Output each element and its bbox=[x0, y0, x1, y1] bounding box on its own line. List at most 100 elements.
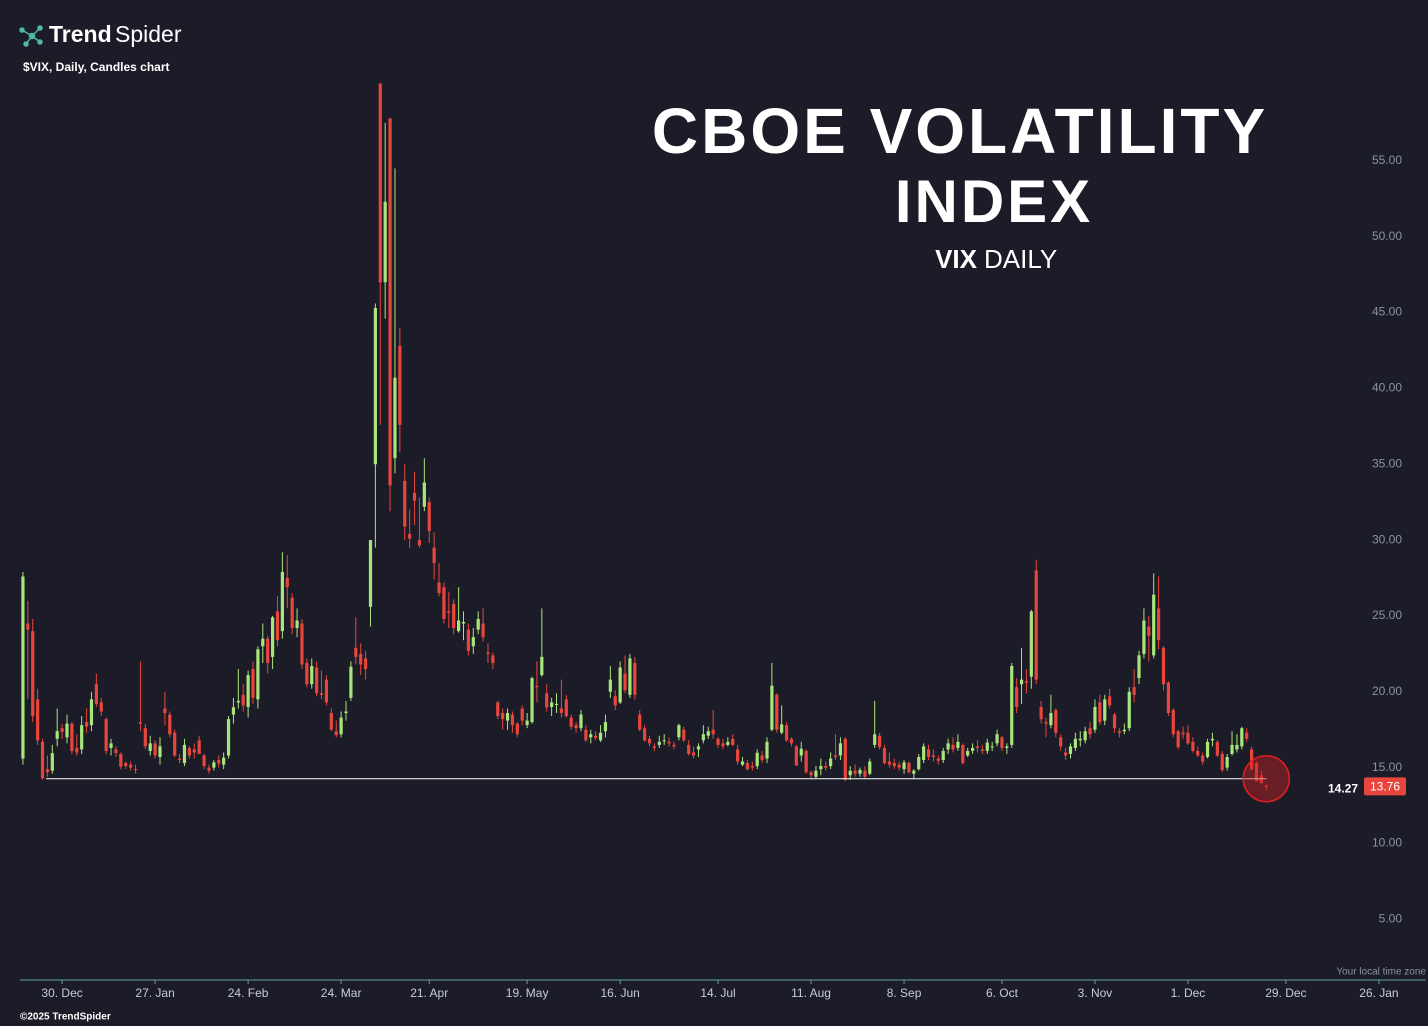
candle-body bbox=[652, 746, 657, 748]
candle-body bbox=[520, 708, 524, 721]
candle-body bbox=[427, 502, 431, 531]
candle-body bbox=[1122, 729, 1126, 732]
brand-bold: Trend bbox=[49, 21, 112, 47]
candle-body bbox=[452, 603, 456, 629]
candle-body bbox=[319, 693, 324, 695]
candle-body bbox=[833, 755, 838, 758]
candle-body bbox=[412, 493, 417, 501]
candle-body bbox=[1073, 738, 1077, 748]
candle-body bbox=[241, 694, 245, 706]
x-tick-label: 8. Sep bbox=[887, 986, 922, 1000]
candle-body bbox=[882, 747, 887, 764]
candle-body bbox=[222, 757, 226, 765]
candle-body bbox=[226, 719, 231, 756]
candle-body bbox=[1000, 737, 1004, 748]
candle-body bbox=[868, 761, 872, 774]
candle-body bbox=[40, 741, 45, 779]
candle-body bbox=[682, 729, 686, 741]
y-tick-label: 55.00 bbox=[1372, 153, 1402, 167]
candle-body bbox=[716, 738, 720, 745]
candle-body bbox=[442, 587, 446, 619]
candle-body bbox=[922, 746, 926, 761]
candle-body bbox=[197, 740, 201, 754]
candle-body bbox=[275, 611, 280, 641]
candle-body bbox=[70, 723, 74, 751]
candle-body bbox=[481, 623, 485, 638]
candle-body bbox=[354, 647, 358, 657]
candle-body bbox=[408, 534, 412, 539]
candle-body bbox=[310, 665, 314, 685]
candle-body bbox=[853, 770, 857, 774]
candle-body bbox=[550, 702, 554, 707]
candle-body bbox=[329, 713, 333, 730]
candle-body bbox=[755, 752, 759, 767]
candle-body bbox=[1220, 753, 1224, 770]
y-tick-label: 35.00 bbox=[1372, 456, 1402, 470]
candle-body bbox=[104, 719, 108, 751]
candle-body bbox=[726, 741, 730, 745]
candle-body bbox=[45, 769, 50, 773]
candle-body bbox=[731, 738, 735, 745]
x-tick-label: 29. Dec bbox=[1265, 986, 1306, 1000]
candle-body bbox=[212, 762, 216, 768]
brand-light: Spider bbox=[115, 21, 182, 47]
candle-body bbox=[1171, 709, 1175, 735]
candle-body bbox=[775, 694, 779, 730]
candle-body bbox=[887, 761, 891, 765]
candle-body bbox=[75, 747, 79, 753]
candle-body bbox=[398, 345, 402, 425]
candle-body bbox=[129, 764, 133, 768]
candle-body bbox=[65, 723, 69, 738]
candle-body bbox=[1103, 699, 1107, 721]
x-tick-label: 1. Dec bbox=[1171, 986, 1206, 1000]
candle-body bbox=[740, 761, 745, 765]
candle-body bbox=[496, 702, 500, 717]
candle-body bbox=[388, 118, 392, 486]
candle-body bbox=[177, 758, 182, 761]
candle-body bbox=[182, 744, 187, 764]
candle-body bbox=[1157, 608, 1161, 641]
candle-body bbox=[618, 667, 622, 703]
candle-body bbox=[251, 669, 255, 698]
candle-body bbox=[589, 734, 593, 738]
candle-body bbox=[819, 766, 823, 770]
candle-body bbox=[432, 547, 436, 563]
candle-body bbox=[300, 623, 304, 665]
y-tick-label: 40.00 bbox=[1372, 381, 1402, 395]
candle-body bbox=[124, 763, 128, 767]
candle-body bbox=[897, 764, 901, 768]
candle-body bbox=[789, 738, 794, 744]
candle-body bbox=[1098, 702, 1102, 723]
candle-body bbox=[946, 743, 950, 750]
candle-body bbox=[892, 763, 896, 767]
candle-body bbox=[1093, 706, 1097, 730]
candle-body bbox=[417, 540, 422, 546]
candle-body bbox=[643, 728, 647, 741]
candle-body bbox=[461, 622, 466, 624]
candle-body bbox=[623, 673, 627, 691]
candle-body bbox=[50, 753, 54, 771]
x-tick-label: 6. Oct bbox=[986, 986, 1019, 1000]
candle-body bbox=[667, 741, 671, 744]
y-tick-label: 45.00 bbox=[1372, 305, 1402, 319]
candle-body bbox=[94, 684, 98, 704]
candle-body bbox=[315, 667, 319, 694]
candle-body bbox=[662, 740, 666, 742]
candle-body bbox=[1201, 755, 1205, 762]
x-tick-label: 27. Jan bbox=[135, 986, 174, 1000]
candle-body bbox=[1176, 731, 1180, 748]
candle-body bbox=[633, 662, 637, 695]
y-tick-label: 50.00 bbox=[1372, 229, 1402, 243]
candle-body bbox=[657, 741, 661, 745]
candle-body bbox=[750, 766, 754, 768]
y-tick-label: 5.00 bbox=[1379, 911, 1403, 925]
candle-body bbox=[843, 738, 847, 780]
candle-body bbox=[540, 656, 544, 676]
candle-body bbox=[1088, 728, 1092, 735]
chart-title-line2: INDEX bbox=[895, 168, 1093, 235]
x-tick-label: 14. Jul bbox=[700, 986, 735, 1000]
candle-body bbox=[168, 714, 172, 735]
candle-body bbox=[1015, 687, 1019, 707]
candle-body bbox=[907, 763, 911, 773]
candle-body bbox=[422, 482, 426, 507]
